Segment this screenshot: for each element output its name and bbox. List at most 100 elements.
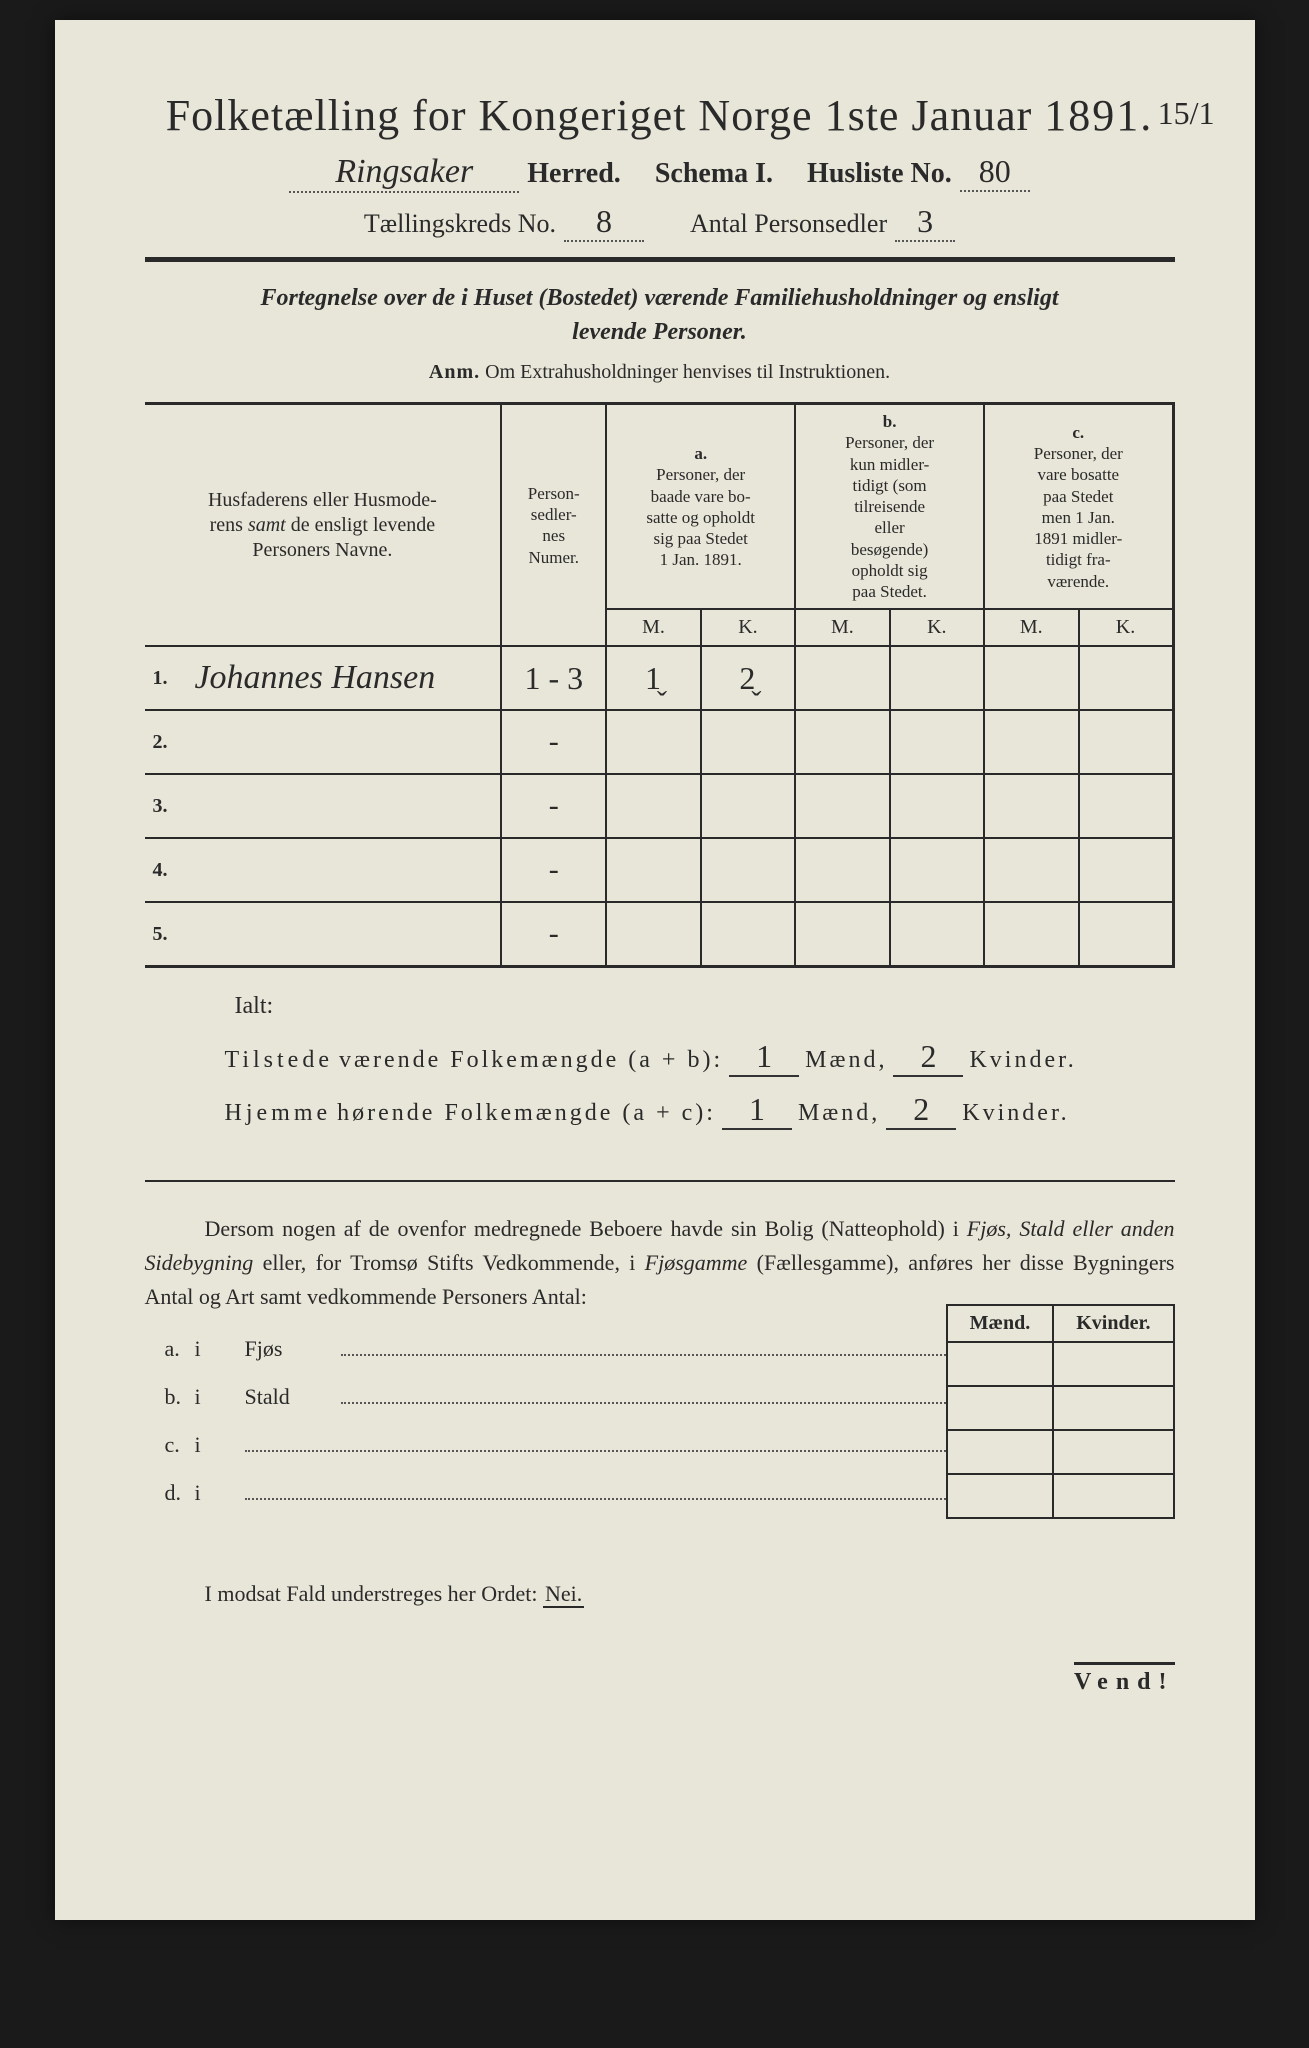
tot1-label-b: værende Folkemængde (a + b):: [339, 1047, 723, 1074]
mk-cell: [947, 1430, 1054, 1474]
col-c-letter: c.: [1072, 423, 1084, 442]
antal-label: Antal Personsedler: [690, 209, 887, 239]
mk-cell: [1053, 1430, 1173, 1474]
item-letter: b.: [145, 1384, 195, 1410]
b-m-val: [795, 838, 889, 902]
a-k-val: 2: [739, 660, 755, 696]
row-num: 1.: [145, 646, 187, 710]
dotted-line: [245, 1430, 946, 1452]
dwelling-paragraph: Dersom nogen af de ovenfor medregnede Be…: [145, 1212, 1175, 1314]
item-word: Fjøs: [245, 1336, 335, 1362]
c-m-val: [984, 710, 1078, 774]
page-title: Folketælling for Kongeriget Norge 1ste J…: [145, 90, 1175, 141]
b-m-val: [795, 646, 889, 710]
c-m-val: [984, 838, 1078, 902]
modsat-prefix: I modsat Fald understreges her Ordet:: [205, 1581, 538, 1606]
tot2-k: 2: [886, 1091, 956, 1130]
item-word: Stald: [245, 1384, 335, 1410]
header-counts-row: Tællingskreds No. 8 Antal Personsedler 3: [145, 203, 1175, 242]
herred-label: Herred.: [527, 158, 621, 190]
col-b-letter: b.: [883, 412, 897, 431]
tot2-m: 1: [722, 1091, 792, 1130]
table-row: 3. -: [145, 774, 1174, 838]
b-m-val: [795, 774, 889, 838]
husliste-value: 80: [960, 153, 1030, 192]
c-m-val: [984, 774, 1078, 838]
b-k-val: [890, 774, 984, 838]
col-a-m: M.: [606, 609, 700, 646]
c-k-val: [1079, 710, 1174, 774]
mk-cell: [947, 1474, 1054, 1518]
item-i: i: [195, 1336, 245, 1362]
antal-value: 3: [895, 203, 955, 242]
dotted-line: [341, 1382, 946, 1404]
turn-page-label: Vend!: [1074, 1662, 1174, 1696]
divider-thick: [145, 257, 1175, 262]
household-table: Husfaderens eller Husmode- rens samt de …: [145, 402, 1175, 968]
tot1-k: 2: [893, 1038, 963, 1077]
tot2-label-b: hørende Folkemængde (a + c):: [337, 1100, 716, 1127]
anm-label: Anm.: [429, 361, 480, 383]
para-p3: Fjøsgamme: [645, 1250, 748, 1275]
person-name: [186, 902, 501, 966]
c-k-val: [1079, 902, 1174, 966]
person-name: [186, 838, 501, 902]
tot2-label-a: Hjemme: [225, 1100, 332, 1127]
title-main: Folketælling for Kongeriget Norge 1ste J…: [166, 91, 1033, 140]
a-m-val: [606, 838, 700, 902]
numer-val: 1 - 3: [524, 660, 583, 696]
person-name: [186, 710, 501, 774]
outbuilding-list: a. i Fjøs b. i Stald c. i d. i: [145, 1334, 946, 1526]
a-k-val: [701, 774, 795, 838]
c-m-val: [984, 902, 1078, 966]
mk-cell: [947, 1342, 1054, 1386]
item-letter: a.: [145, 1336, 195, 1362]
a-m-val: [606, 774, 700, 838]
outbuilding-section: a. i Fjøs b. i Stald c. i d. i: [145, 1334, 1175, 1526]
tot1-m: 1: [729, 1038, 799, 1077]
divider-thin: [145, 1180, 1175, 1182]
c-m-val: [984, 646, 1078, 710]
maend-label: Mænd,: [798, 1100, 880, 1127]
b-k-val: [890, 646, 984, 710]
mk-k-header: Kvinder.: [1053, 1305, 1173, 1342]
kreds-value: 8: [564, 203, 644, 242]
mk-cell: [1053, 1474, 1173, 1518]
table-row: 1. Johannes Hansen 1 - 3 1̬ 2̬: [145, 646, 1174, 710]
col-a-k: K.: [701, 609, 795, 646]
header-district-row: Ringsaker Herred. Schema I. Husliste No.…: [145, 153, 1175, 193]
table-row: 2. -: [145, 710, 1174, 774]
col-b-text: Personer, derkun midler-tidigt (somtilre…: [845, 433, 934, 601]
numer-val: -: [501, 902, 606, 966]
col-c-k: K.: [1079, 609, 1174, 646]
c-k-val: [1079, 774, 1174, 838]
a-k-val: [701, 710, 795, 774]
item-i: i: [195, 1384, 245, 1410]
c-k-val: [1079, 838, 1174, 902]
mk-cell: [947, 1386, 1054, 1430]
row-num: 5.: [145, 902, 187, 966]
row-num: 2.: [145, 710, 187, 774]
col-name-1: Husfaderens eller Husmode-: [208, 489, 437, 511]
a-k-val: [701, 838, 795, 902]
totals-resident-row: Hjemmehørende Folkemængde (a + c): 1 Mæn…: [225, 1091, 1175, 1130]
ialt-label: Ialt:: [235, 993, 1175, 1020]
item-i: i: [195, 1480, 245, 1506]
anm-text: Om Extrahusholdninger henvises til Instr…: [485, 361, 890, 383]
col-b-m: M.: [795, 609, 889, 646]
numer-val: -: [501, 710, 606, 774]
maend-label: Mænd,: [805, 1047, 887, 1074]
b-k-val: [890, 838, 984, 902]
fort-line1: Fortegnelse over de i Huset (Bostedet) v…: [261, 285, 1059, 311]
a-m-val: [606, 902, 700, 966]
item-letter: c.: [145, 1432, 195, 1458]
item-i: i: [195, 1432, 245, 1458]
row-num: 4.: [145, 838, 187, 902]
col-b-k: K.: [890, 609, 984, 646]
para-p0: Dersom nogen af de ovenfor medregnede Be…: [205, 1216, 967, 1241]
mk-cell: [1053, 1342, 1173, 1386]
subtitle-fortegnelse: Fortegnelse over de i Huset (Bostedet) v…: [145, 282, 1175, 349]
husliste-label: Husliste No.: [807, 158, 952, 190]
dotted-line: [341, 1334, 946, 1356]
b-k-val: [890, 902, 984, 966]
